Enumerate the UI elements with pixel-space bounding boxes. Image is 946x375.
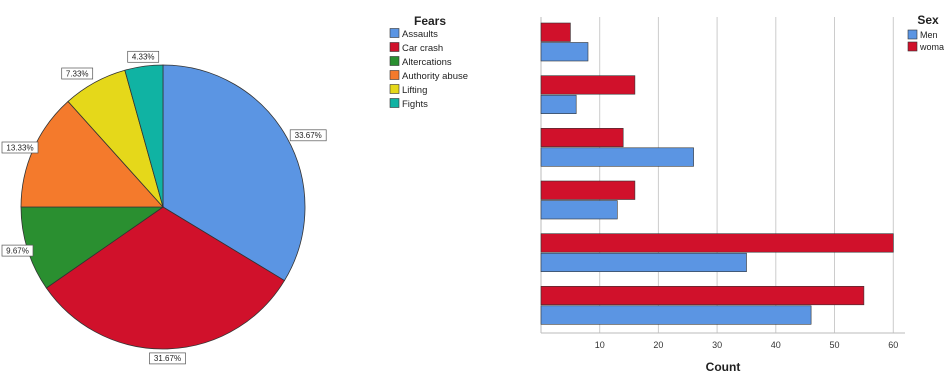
bar-woma-2 [540, 128, 624, 148]
bar-legend-item-woma: woma [907, 41, 944, 52]
bar-men-5 [540, 305, 812, 325]
x-tick-label: 50 [829, 340, 839, 350]
bar-legend-label: Men [920, 30, 938, 40]
bar-legend-label: woma [919, 42, 944, 52]
pie-legend-label: Car crash [402, 43, 443, 54]
pie-data-label-box [1, 244, 34, 257]
bar-men-3 [540, 200, 618, 220]
x-tick-label: 60 [888, 340, 898, 350]
pie-data-label-text: 33.67% [295, 131, 322, 140]
pie-legend-item-fights: Fights [389, 98, 428, 110]
pie-data-label-box [149, 352, 186, 365]
pie-legend-swatch [389, 42, 400, 52]
pie-legend-label: Fights [402, 99, 428, 110]
pie-data-label-text: 13.33% [6, 143, 33, 152]
bar-woma-0 [540, 22, 571, 42]
pie-data-label: 9.67% [1, 244, 34, 257]
bar-legend: Sex Men woma [907, 13, 944, 52]
pie-legend-label: Assaults [402, 29, 438, 40]
pie-legend-swatch [389, 56, 400, 66]
bar-woma-1 [540, 75, 636, 95]
pie-legend-swatch [389, 84, 400, 94]
pie-legend-swatch [389, 70, 400, 80]
pie-data-label-box [127, 50, 160, 63]
pie-legend-swatch [389, 28, 400, 38]
pie-data-label-box [1, 141, 39, 154]
pie-data-label: 13.33% [1, 141, 39, 154]
bar-men-4 [540, 252, 747, 272]
pie-legend-label: Authority abuse [402, 71, 468, 82]
x-tick-label: 20 [653, 340, 663, 350]
pie-chart: 33.67% 31.67% 9.67% 13.33% 7.33% 4.33% [1, 50, 327, 365]
pie-slice-assaults [162, 64, 306, 282]
bar-woma-5 [540, 285, 865, 306]
pie-data-label-box [61, 67, 94, 80]
pie-slice-car-crash [45, 206, 285, 350]
bar-men-0 [540, 42, 589, 62]
pie-data-label-text: 31.67% [154, 354, 181, 363]
x-axis-title: Count [706, 360, 741, 374]
x-tick-label: 10 [595, 340, 605, 350]
pie-legend-label: Lifting [402, 85, 427, 96]
pie-legend-item-assaults: Assaults [389, 28, 438, 40]
pie-legend-title: Fears [414, 14, 446, 28]
pie-legend-item-lifting: Lifting [389, 84, 427, 96]
pie-data-label: 31.67% [149, 352, 186, 365]
bar-woma-4 [540, 233, 894, 253]
x-tick-label: 40 [771, 340, 781, 350]
bar-legend-item-men: Men [907, 29, 938, 40]
x-tick-label: 30 [712, 340, 722, 350]
bar-men-1 [540, 94, 577, 114]
bar-men-2 [540, 147, 694, 167]
pie-legend-item-altercations: Altercations [389, 56, 452, 68]
pie-data-label-text: 4.33% [132, 53, 155, 62]
pie-data-label-box [289, 129, 327, 142]
bar-legend-title: Sex [917, 13, 939, 27]
bar-legend-swatch [907, 41, 918, 52]
bar-legend-swatch [907, 29, 918, 40]
pie-slice-fights [124, 64, 164, 208]
pie-legend-label: Altercations [402, 57, 452, 68]
pie-legend-swatch [389, 98, 400, 108]
pie-legend-item-authority-abuse: Authority abuse [389, 70, 468, 82]
bar-woma-3 [540, 180, 636, 200]
pie-legend-item-car-crash: Car crash [389, 42, 443, 54]
bar-chart: 10 20 30 40 50 60 Count [540, 17, 905, 374]
pie-data-label: 7.33% [61, 67, 94, 80]
pie-data-label-text: 9.67% [6, 246, 29, 255]
pie-data-label: 33.67% [289, 129, 327, 142]
pie-data-label: 4.33% [127, 50, 160, 63]
pie-data-label-text: 7.33% [66, 69, 89, 78]
